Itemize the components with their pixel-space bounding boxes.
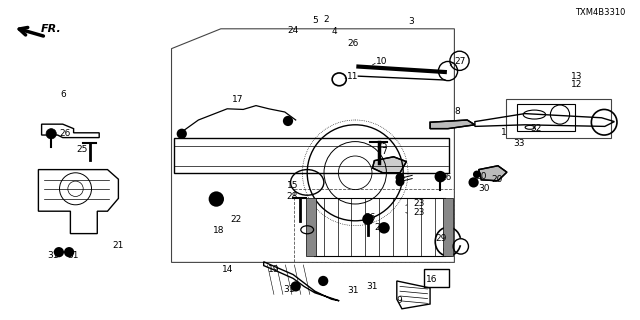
Text: FR.: FR.: [41, 24, 61, 35]
Text: 26: 26: [59, 129, 70, 138]
Text: 10: 10: [376, 57, 388, 66]
Circle shape: [473, 171, 481, 178]
Text: 30: 30: [479, 184, 490, 193]
Text: 18: 18: [212, 226, 224, 235]
Text: 31: 31: [47, 252, 59, 260]
Circle shape: [435, 171, 446, 182]
Text: 6: 6: [61, 90, 67, 99]
Text: 31: 31: [366, 282, 378, 291]
Polygon shape: [430, 120, 475, 129]
Text: 26: 26: [348, 39, 359, 48]
Text: 31: 31: [283, 285, 294, 294]
Text: 20: 20: [492, 175, 503, 184]
Text: 24: 24: [287, 26, 299, 35]
Circle shape: [468, 177, 479, 188]
Polygon shape: [479, 166, 507, 181]
Text: 23: 23: [413, 199, 425, 208]
Text: 7: 7: [381, 147, 387, 156]
Text: 31: 31: [347, 286, 358, 295]
Text: 27: 27: [454, 57, 466, 66]
Circle shape: [291, 281, 301, 292]
Text: 4: 4: [332, 27, 337, 36]
Bar: [306, 198, 316, 256]
Text: 29: 29: [435, 234, 447, 243]
Text: 25: 25: [376, 141, 388, 150]
Bar: [517, 104, 575, 131]
Circle shape: [444, 245, 452, 254]
Bar: [424, 269, 449, 287]
Text: TXM4B3310: TXM4B3310: [575, 8, 626, 17]
Text: 14: 14: [222, 265, 234, 274]
Text: 33: 33: [513, 139, 525, 148]
Text: 23: 23: [413, 208, 425, 217]
Circle shape: [177, 129, 187, 139]
Circle shape: [46, 129, 56, 139]
Bar: [174, 138, 449, 173]
Text: 28: 28: [287, 192, 298, 201]
Text: 32: 32: [530, 124, 541, 132]
Text: 11: 11: [347, 72, 358, 81]
Text: 15: 15: [287, 181, 298, 190]
Circle shape: [318, 276, 328, 286]
Polygon shape: [372, 157, 406, 173]
Circle shape: [396, 173, 404, 182]
Text: 2: 2: [324, 15, 329, 24]
Text: 31: 31: [67, 252, 79, 260]
Text: 17: 17: [232, 95, 243, 104]
Text: 8: 8: [454, 107, 460, 116]
Text: 25: 25: [77, 145, 88, 154]
Circle shape: [54, 247, 64, 257]
Text: 21: 21: [112, 241, 124, 250]
Text: 22: 22: [230, 215, 242, 224]
Circle shape: [209, 191, 224, 207]
Circle shape: [362, 213, 374, 225]
Circle shape: [64, 247, 74, 257]
Text: 1: 1: [501, 128, 507, 137]
Circle shape: [378, 222, 390, 234]
Circle shape: [444, 229, 452, 238]
Circle shape: [396, 177, 404, 186]
Text: 16: 16: [426, 275, 437, 284]
Text: 5: 5: [312, 16, 318, 25]
Text: 19: 19: [268, 265, 279, 274]
Text: 9: 9: [397, 296, 403, 305]
Text: 26: 26: [440, 173, 452, 182]
Text: 13: 13: [571, 72, 582, 81]
Text: 12: 12: [571, 80, 582, 89]
Text: 3: 3: [408, 17, 414, 26]
Bar: [443, 198, 453, 256]
Text: 30: 30: [475, 172, 486, 180]
Circle shape: [283, 116, 293, 126]
Text: 26: 26: [374, 223, 386, 232]
Text: 26: 26: [365, 213, 376, 222]
